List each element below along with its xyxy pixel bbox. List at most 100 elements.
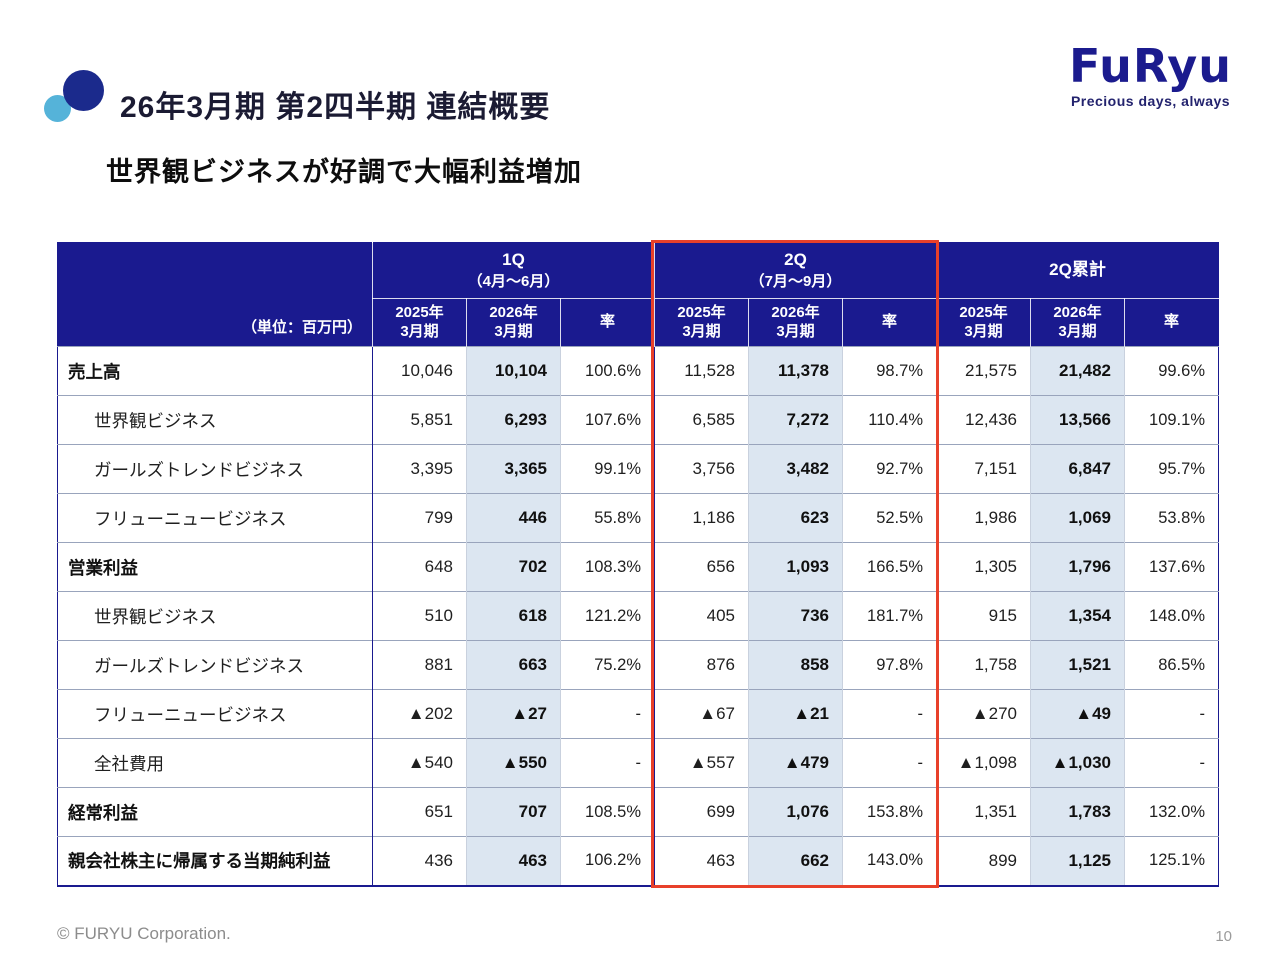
cell: 899 xyxy=(936,836,1031,886)
table-row: ガールズトレンドビジネス 881 663 75.2% 876 858 97.8%… xyxy=(57,640,1219,690)
cell: 6,585 xyxy=(654,395,749,445)
cell: 3,395 xyxy=(372,444,467,494)
navy-dot-icon xyxy=(63,70,104,111)
cell: 108.5% xyxy=(560,787,655,837)
cell: 75.2% xyxy=(560,640,655,690)
cell: 110.4% xyxy=(842,395,937,445)
col-header-fy2025: 2025年 3月期 xyxy=(936,298,1031,347)
row-label: ガールズトレンドビジネス xyxy=(57,444,373,494)
row-label: 営業利益 xyxy=(57,542,373,592)
cell: 21,482 xyxy=(1030,346,1125,396)
cell: 799 xyxy=(372,493,467,543)
row-label: フリューニュービジネス xyxy=(57,493,373,543)
cell: 663 xyxy=(466,640,561,690)
page-number: 10 xyxy=(1215,928,1232,945)
cell: 915 xyxy=(936,591,1031,641)
cell: ▲540 xyxy=(372,738,467,788)
cell: 736 xyxy=(748,591,843,641)
cell: 108.3% xyxy=(560,542,655,592)
furyu-logo: FuRyu Precious days, always xyxy=(1069,42,1232,110)
cell: 55.8% xyxy=(560,493,655,543)
logo-tagline: Precious days, always xyxy=(1070,93,1231,110)
cell: 12,436 xyxy=(936,395,1031,445)
cell: ▲557 xyxy=(654,738,749,788)
cell: 125.1% xyxy=(1124,836,1219,886)
cell: ▲27 xyxy=(466,689,561,739)
group-header-2q: 2Q （7月～9月） xyxy=(654,242,937,299)
copyright-text: © FURYU Corporation. xyxy=(57,924,231,943)
cell: ▲550 xyxy=(466,738,561,788)
cell: 1,986 xyxy=(936,493,1031,543)
cell: 5,851 xyxy=(372,395,467,445)
cell: 1,351 xyxy=(936,787,1031,837)
cell: 1,796 xyxy=(1030,542,1125,592)
cell: 510 xyxy=(372,591,467,641)
cell: - xyxy=(1124,689,1219,739)
cell: 10,104 xyxy=(466,346,561,396)
cell: 3,482 xyxy=(748,444,843,494)
cell: 463 xyxy=(654,836,749,886)
table-header-col-row: 2025年 3月期 2026年 3月期 率 2025年 3月期 2026年 3月期 率 … xyxy=(58,298,1219,347)
cell: 98.7% xyxy=(842,346,937,396)
cell: 876 xyxy=(654,640,749,690)
page-title: 26年3月期 第2四半期 連結概要 xyxy=(120,91,551,124)
cell: ▲1,030 xyxy=(1030,738,1125,788)
cell: 132.0% xyxy=(1124,787,1219,837)
row-label: 経常利益 xyxy=(57,787,373,837)
cell: ▲21 xyxy=(748,689,843,739)
table-row: 経常利益 651 707 108.5% 699 1,076 153.8% 1,3… xyxy=(57,787,1219,837)
cell: 121.2% xyxy=(560,591,655,641)
cell: 1,186 xyxy=(654,493,749,543)
cell: 1,354 xyxy=(1030,591,1125,641)
group-title: 1Q xyxy=(502,249,525,269)
unit-label-cell: （単位：百万円） xyxy=(57,242,373,347)
cell: 858 xyxy=(748,640,843,690)
table-row: 営業利益 648 702 108.3% 656 1,093 166.5% 1,3… xyxy=(57,542,1219,592)
cell: 166.5% xyxy=(842,542,937,592)
cell: 1,125 xyxy=(1030,836,1125,886)
cell: 1,069 xyxy=(1030,493,1125,543)
cell: 10,046 xyxy=(372,346,467,396)
cell: 648 xyxy=(372,542,467,592)
col-header-rate: 率 xyxy=(842,298,937,347)
cell: - xyxy=(1124,738,1219,788)
cell: ▲49 xyxy=(1030,689,1125,739)
cell: 53.8% xyxy=(1124,493,1219,543)
cell: 6,847 xyxy=(1030,444,1125,494)
cell: 1,783 xyxy=(1030,787,1125,837)
col-header-fy2026: 2026年 3月期 xyxy=(466,298,561,347)
cell: 1,758 xyxy=(936,640,1031,690)
cell: 618 xyxy=(466,591,561,641)
cell: 651 xyxy=(372,787,467,837)
row-label: 世界観ビジネス xyxy=(57,591,373,641)
row-label: 全社費用 xyxy=(57,738,373,788)
cell: 1,093 xyxy=(748,542,843,592)
cell: ▲270 xyxy=(936,689,1031,739)
cell: - xyxy=(560,738,655,788)
col-header-fy2026: 2026年 3月期 xyxy=(748,298,843,347)
cell: 6,293 xyxy=(466,395,561,445)
cell: 436 xyxy=(372,836,467,886)
cell: 95.7% xyxy=(1124,444,1219,494)
group-subtitle: （7月～9月） xyxy=(749,272,842,290)
table-row: フリューニュービジネス 799 446 55.8% 1,186 623 52.5… xyxy=(57,493,1219,543)
cell: 3,756 xyxy=(654,444,749,494)
table-row: 全社費用 ▲540 ▲550 - ▲557 ▲479 - ▲1,098 ▲1,0… xyxy=(57,738,1219,788)
cell: - xyxy=(560,689,655,739)
col-header-rate: 率 xyxy=(560,298,655,347)
cell: ▲202 xyxy=(372,689,467,739)
cell: 97.8% xyxy=(842,640,937,690)
cell: 7,272 xyxy=(748,395,843,445)
title-decoration-dots xyxy=(44,70,104,122)
table-header-group-row: （単位：百万円） 1Q （4月～6月） 2Q （7月～9月） 2Q累計 xyxy=(57,242,1219,347)
row-label: ガールズトレンドビジネス xyxy=(57,640,373,690)
table-row: 世界観ビジネス 5,851 6,293 107.6% 6,585 7,272 1… xyxy=(57,395,1219,445)
table-row: 親会社株主に帰属する当期純利益 436 463 106.2% 463 662 1… xyxy=(57,836,1219,886)
cell: 707 xyxy=(466,787,561,837)
table-row: 世界観ビジネス 510 618 121.2% 405 736 181.7% 91… xyxy=(57,591,1219,641)
cell: 699 xyxy=(654,787,749,837)
cell: ▲479 xyxy=(748,738,843,788)
row-label: 世界観ビジネス xyxy=(57,395,373,445)
cell: 11,378 xyxy=(748,346,843,396)
col-header-fy2025: 2025年 3月期 xyxy=(654,298,749,347)
